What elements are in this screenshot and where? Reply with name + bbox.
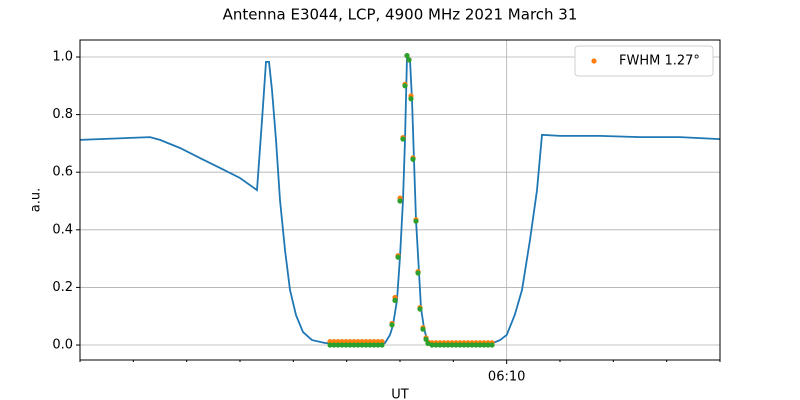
y-tick-label: 0.8 [52,107,73,122]
x-tick-label: 06:10 [488,370,525,385]
point [367,342,373,348]
point [392,297,398,303]
point [429,342,435,348]
point [485,342,491,348]
y-tick-label: 0.4 [52,222,73,237]
point [397,198,403,204]
point [339,342,345,348]
point [335,342,341,348]
point [351,342,357,348]
point [461,342,467,348]
point [425,340,431,347]
point [489,342,495,348]
plot-frame [79,39,721,361]
point [469,342,475,348]
y-tick-label: 0.2 [52,280,73,295]
point [449,342,455,348]
point [355,342,361,348]
point [327,342,333,348]
point [415,270,421,276]
point [457,342,463,348]
legend-marker [591,58,597,64]
point [465,342,471,348]
x-axis-label: UT [391,388,409,400]
point [413,218,419,224]
chart-title: Antenna E3044, LCP, 4900 MHz 2021 March … [223,6,578,24]
legend-label: FWHM 1.27° [619,54,700,69]
point [441,342,447,348]
point [423,336,429,342]
y-tick-label: 0.0 [52,338,73,353]
point [437,342,443,348]
point [420,326,426,332]
point [404,52,410,59]
point [408,96,414,102]
point [481,342,487,348]
point [453,342,459,348]
point [347,342,353,348]
point [359,342,365,348]
point [379,342,385,348]
point [402,83,408,89]
point [371,342,377,348]
point [363,342,369,348]
point [473,342,479,348]
point [445,342,451,348]
point [389,322,395,328]
point [343,342,349,348]
point [417,306,423,312]
point [477,342,483,348]
y-tick-label: 1.0 [52,49,73,64]
legend-box [574,45,714,77]
point [410,156,416,162]
point [400,136,406,142]
point [331,342,337,348]
point [406,57,412,63]
y-tick-label: 0.6 [52,165,73,180]
y-axis-label: a.u. [29,188,44,212]
point [433,342,439,348]
point [375,342,381,348]
point [395,254,401,260]
